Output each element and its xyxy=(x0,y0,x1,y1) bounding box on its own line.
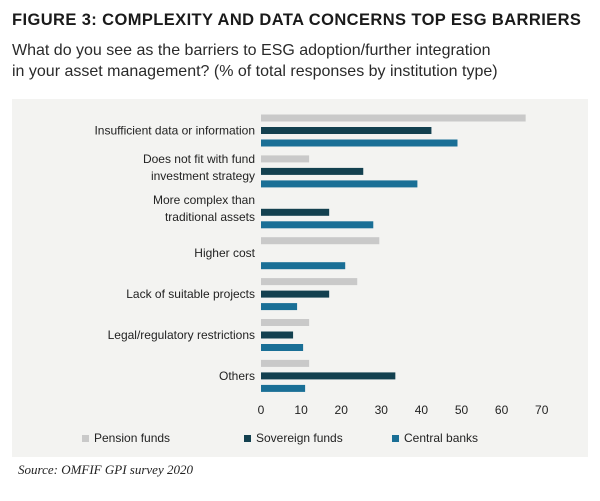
legend-label-1: Sovereign funds xyxy=(256,431,343,445)
bar-5-0 xyxy=(261,319,310,326)
figure-subtitle-line-1: What do you see as the barriers to ESG a… xyxy=(12,42,491,59)
figure-title: FIGURE 3: COMPLEXITY AND DATA CONCERNS T… xyxy=(12,11,582,29)
bar-2-1 xyxy=(261,208,330,216)
legend-swatch-1 xyxy=(244,435,251,442)
x-tick-label-3: 30 xyxy=(375,403,389,417)
bar-4-1 xyxy=(261,290,330,298)
bar-5-2 xyxy=(261,344,304,351)
legend-swatch-2 xyxy=(392,435,399,442)
x-tick-label-1: 10 xyxy=(294,403,308,417)
x-tick-label-6: 60 xyxy=(495,403,509,417)
legend-label-0: Pension funds xyxy=(94,431,170,445)
category-label-3-0: Higher cost xyxy=(194,246,255,260)
category-label-1-0: Does not fit with fund xyxy=(143,152,255,166)
category-label-2-1: traditional assets xyxy=(165,210,255,224)
category-label-4-0: Lack of suitable projects xyxy=(126,287,255,301)
bar-0-0 xyxy=(261,114,526,122)
source-note: Source: OMFIF GPI survey 2020 xyxy=(18,462,193,477)
bar-6-2 xyxy=(261,384,306,392)
bar-0-2 xyxy=(261,139,458,147)
bar-6-0 xyxy=(261,359,310,367)
bar-2-2 xyxy=(261,221,374,229)
chart-panel: Insufficient data or information Does not… xyxy=(12,99,588,457)
bar-1-1 xyxy=(261,167,364,175)
bar-4-0 xyxy=(261,278,358,286)
bar-3-2 xyxy=(261,262,346,270)
bar-3-0 xyxy=(261,237,380,245)
x-tick-label-2: 20 xyxy=(335,403,349,417)
x-tick-label-0: 0 xyxy=(258,403,265,417)
category-label-2-0: More complex than xyxy=(153,193,255,207)
category-label-1-1: investment strategy xyxy=(151,169,255,183)
category-label-6-0: Others xyxy=(219,369,255,383)
category-label-0-0: Insufficient data or information xyxy=(94,124,255,138)
x-tick-label-7: 70 xyxy=(535,403,549,417)
category-label-5-0: Legal/regulatory restrictions xyxy=(108,328,255,342)
bar-5-1 xyxy=(261,331,294,339)
figure-subtitle: What do you see as the barriers to ESG a… xyxy=(12,40,592,82)
bar-1-2 xyxy=(261,180,418,188)
bar-1-0 xyxy=(261,155,310,163)
bar-6-1 xyxy=(261,372,396,380)
legend-label-2: Central banks xyxy=(404,431,478,445)
bar-chart: Insufficient data or information Does not… xyxy=(82,114,549,445)
x-tick-label-5: 50 xyxy=(455,403,469,417)
bar-0-1 xyxy=(261,127,432,134)
legend-swatch-0 xyxy=(82,435,89,442)
figure-subtitle-line-2: in your asset management? (% of total re… xyxy=(12,63,498,80)
bar-4-2 xyxy=(261,303,298,311)
x-tick-label-4: 40 xyxy=(415,403,429,417)
